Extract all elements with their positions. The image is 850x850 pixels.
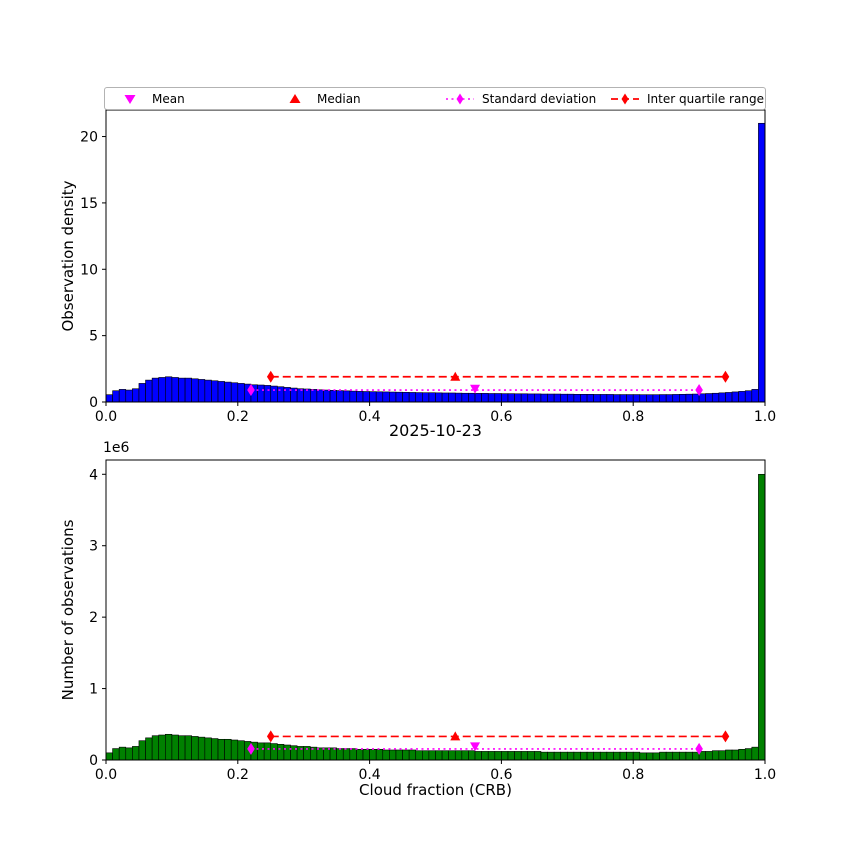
svg-text:0: 0 [89, 395, 98, 411]
legend-label-median: Median [317, 91, 361, 106]
subplot-title-date: 2025-10-23 [389, 421, 482, 440]
y-axis-offset-text: 1e6 [103, 440, 130, 456]
legend-label-std: Standard deviation [482, 91, 597, 106]
xlabel-cloud-fraction: Cloud fraction (CRB) [359, 781, 512, 799]
svg-text:0.2: 0.2 [227, 767, 249, 783]
svg-text:1: 1 [89, 682, 98, 698]
legend-label-mean: Mean [152, 91, 185, 106]
svg-text:5: 5 [89, 329, 98, 345]
svg-text:0.8: 0.8 [622, 409, 644, 425]
mean-triangle-down-icon [124, 94, 136, 104]
median-triangle-up-icon [289, 93, 301, 103]
ylabel-observation-density: Observation density [59, 180, 77, 332]
svg-text:0.6: 0.6 [490, 409, 512, 425]
svg-text:20: 20 [80, 130, 98, 146]
svg-text:3: 3 [89, 539, 98, 555]
svg-text:0.4: 0.4 [358, 767, 380, 783]
svg-text:0.6: 0.6 [490, 767, 512, 783]
svg-text:0.0: 0.0 [95, 767, 117, 783]
legend-item-mean: Mean [105, 92, 270, 106]
svg-text:4: 4 [89, 467, 98, 483]
svg-text:2: 2 [89, 610, 98, 626]
legend-item-iqr: Inter quartile range [600, 92, 765, 106]
legend-item-median: Median [270, 92, 435, 106]
svg-text:0.4: 0.4 [358, 409, 380, 425]
svg-text:1.0: 1.0 [754, 409, 776, 425]
svg-text:0.0: 0.0 [95, 409, 117, 425]
legend-label-iqr: Inter quartile range [647, 91, 764, 106]
svg-text:0: 0 [89, 753, 98, 769]
svg-text:0.2: 0.2 [227, 409, 249, 425]
svg-text:15: 15 [80, 196, 98, 212]
legend-item-std: Standard deviation [435, 92, 600, 106]
ylabel-number-of-observations: Number of observations [59, 519, 77, 701]
legend: Mean Median Standard deviation Inter qua… [104, 87, 766, 110]
std-diamond-line-icon [446, 93, 474, 104]
svg-text:1.0: 1.0 [754, 767, 776, 783]
svg-text:0.8: 0.8 [622, 767, 644, 783]
iqr-diamond-line-icon [611, 93, 639, 104]
svg-text:10: 10 [80, 262, 98, 278]
